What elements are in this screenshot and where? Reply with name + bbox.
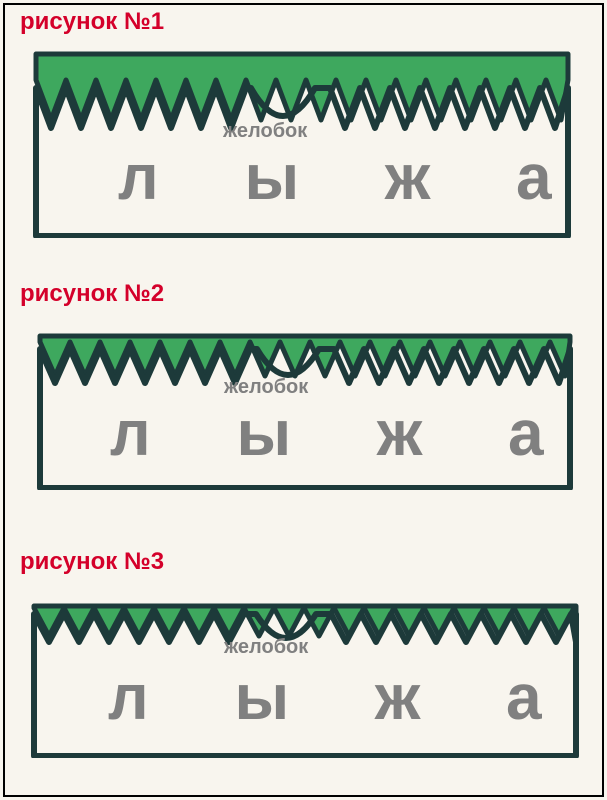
groove-label: желобок — [224, 636, 308, 659]
diagram-panel: рисунок №2желобокл ы ж а — [0, 280, 607, 500]
ski-letters: л ы ж а — [110, 396, 578, 470]
panel-title: рисунок №3 — [20, 548, 164, 576]
panel-title: рисунок №1 — [20, 8, 164, 36]
ski-letters: л ы ж а — [118, 140, 586, 214]
diagram-panel: рисунок №1желобокл ы ж а — [0, 8, 607, 248]
diagram-panel: рисунок №3 желобокл ы ж а — [0, 548, 607, 768]
ski-letters: л ы ж а — [108, 660, 576, 734]
panel-title: рисунок №2 — [20, 280, 164, 308]
